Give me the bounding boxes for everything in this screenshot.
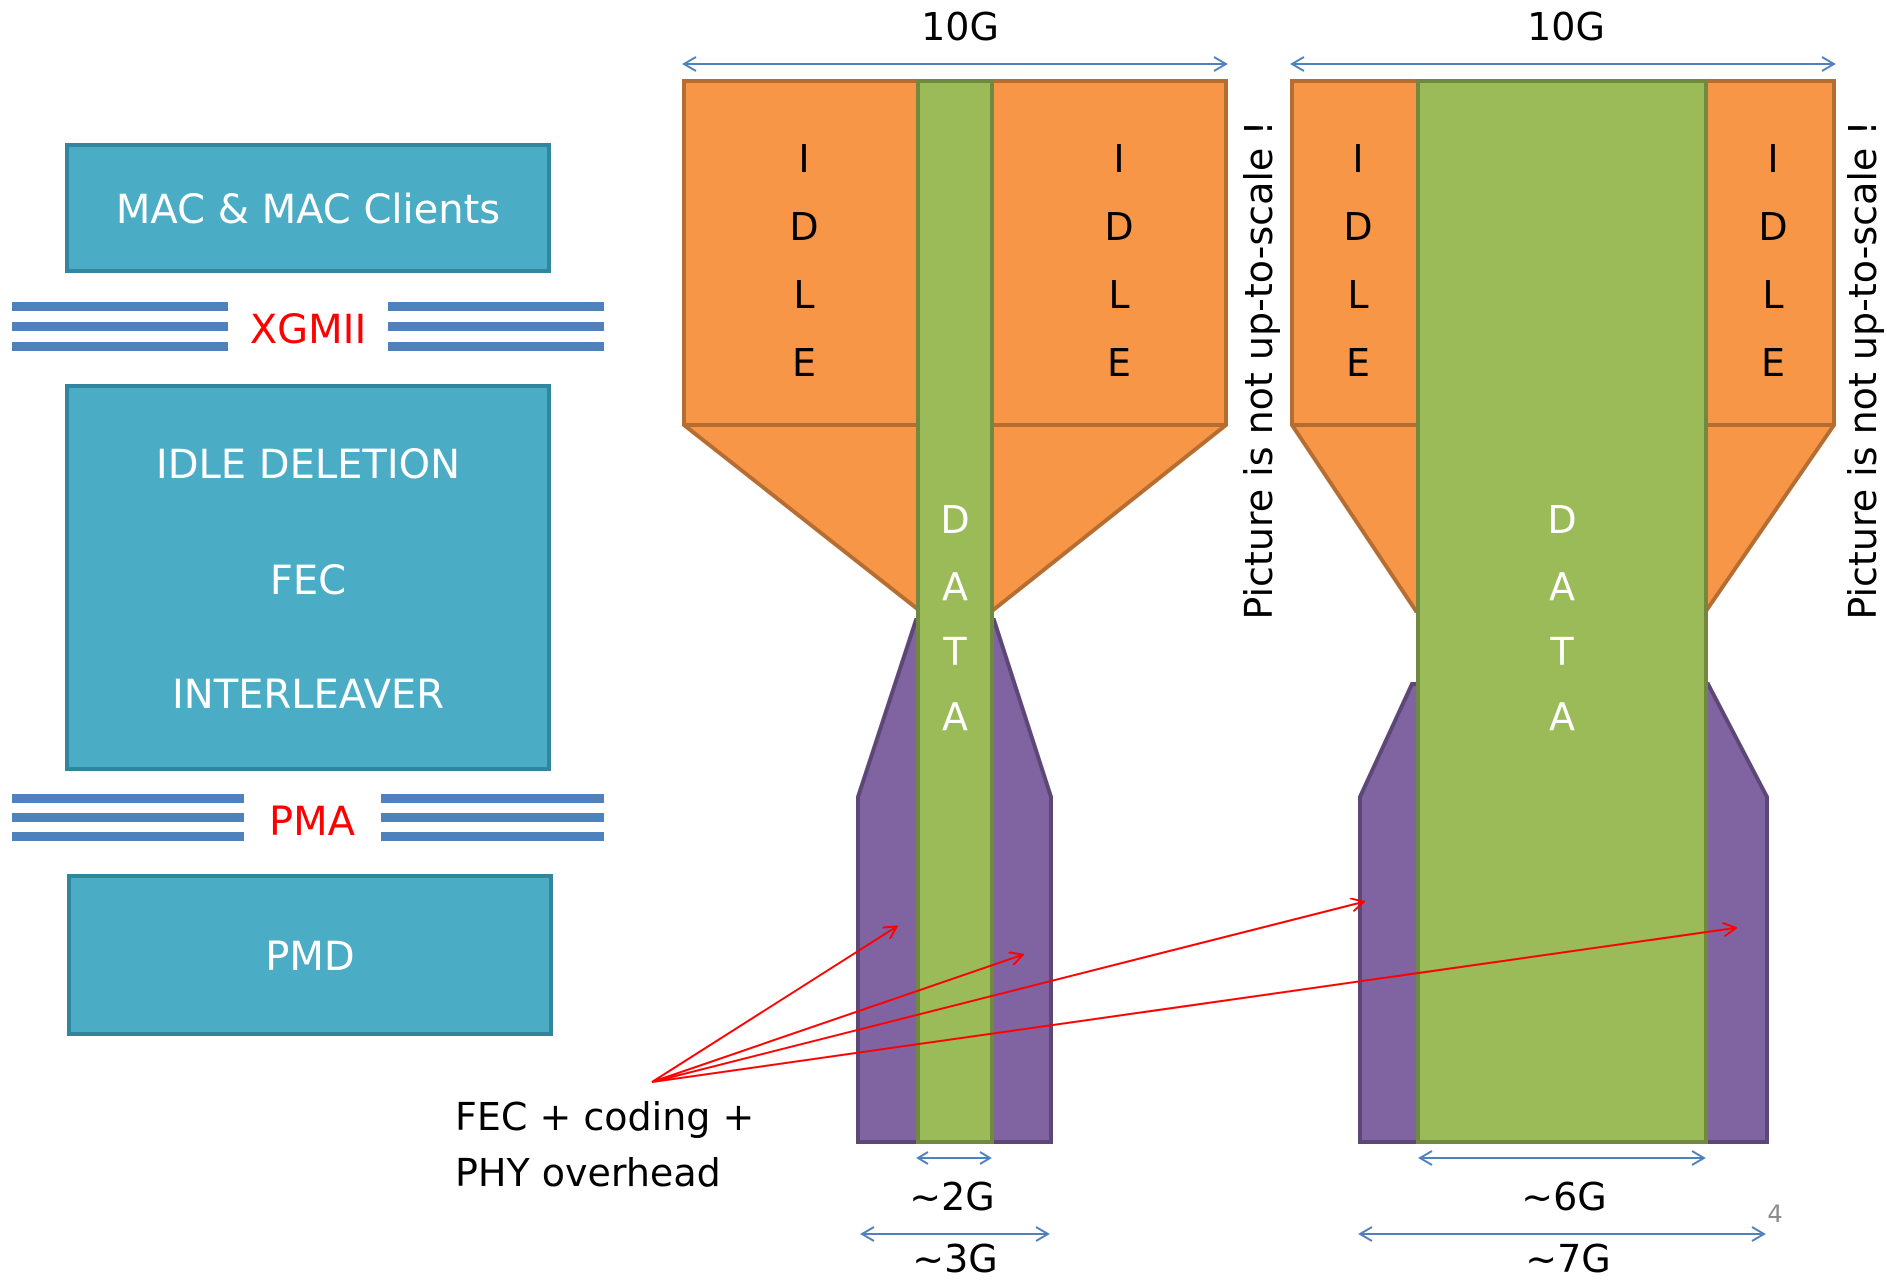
right-idle-left-e: E — [1346, 341, 1370, 385]
left-idle-right-d: D — [1104, 205, 1133, 249]
left-top-rate-label: 10G — [921, 5, 999, 49]
left-idle-left-e: E — [792, 341, 816, 385]
pointer-arrow-2 — [651, 955, 1022, 1083]
right-idle-left-l: L — [1347, 273, 1368, 317]
left-idle-left-l: L — [793, 273, 814, 317]
right-data-d: D — [1547, 498, 1576, 542]
xgmii-label: XGMII — [250, 307, 367, 353]
left-line-rate-label: ~3G — [912, 1237, 997, 1281]
pmd-label: PMD — [265, 934, 354, 980]
left-idle-right-l: L — [1108, 273, 1129, 317]
left-data-t: T — [942, 630, 967, 674]
right-line-rate-label: ~7G — [1525, 1237, 1610, 1281]
left-data-bar — [916, 79, 994, 1144]
pointer-arrow-3 — [651, 902, 1363, 1083]
right-data-a2: A — [1549, 695, 1575, 739]
right-data-bar — [1416, 79, 1708, 1144]
pointer-arrow-4 — [651, 928, 1735, 1083]
mac-label: MAC & MAC Clients — [116, 187, 500, 233]
page-number: 4 — [1767, 1200, 1782, 1228]
left-idle-right-e: E — [1107, 341, 1131, 385]
pmd-box — [67, 874, 553, 1036]
pointer-arrow-1 — [651, 927, 896, 1083]
left-idle-left-d: D — [789, 205, 818, 249]
idle-deletion-label: IDLE DELETION — [156, 442, 460, 488]
pma-bus: PMA — [12, 794, 604, 845]
interleaver-label: INTERLEAVER — [172, 672, 444, 718]
left-data-d: D — [940, 498, 969, 542]
right-idle-right-l: L — [1762, 273, 1783, 317]
mac-box — [65, 143, 551, 273]
left-idle-left-i: I — [798, 137, 809, 181]
left-data-rate-label: ~2G — [909, 1175, 994, 1219]
right-idle-right-i: I — [1767, 137, 1778, 181]
processing-box — [65, 384, 551, 771]
xgmii-bus: XGMII — [12, 302, 604, 353]
left-funnel: 10G I D L E I D L E D A T A Picture is n… — [682, 5, 1281, 1281]
overhead-label-line2: PHY overhead — [455, 1151, 721, 1195]
right-idle-right-d: D — [1758, 205, 1787, 249]
left-data-a2: A — [942, 695, 968, 739]
right-data-a1: A — [1549, 565, 1575, 609]
overhead-label-line1: FEC + coding + — [455, 1095, 754, 1139]
protocol-stack: MAC & MAC Clients XGMII IDLE DELETION FE… — [12, 143, 604, 1036]
right-scale-note: Picture is not up-to-scale ! — [1841, 120, 1885, 619]
left-idle-right-i: I — [1113, 137, 1124, 181]
fec-label: FEC — [270, 558, 346, 604]
right-idle-right-e: E — [1761, 341, 1785, 385]
left-data-a1: A — [942, 565, 968, 609]
left-scale-note: Picture is not up-to-scale ! — [1237, 120, 1281, 619]
right-data-t: T — [1549, 630, 1574, 674]
right-funnel: 10G I D L E I D L E D A T A Picture is n… — [1290, 5, 1885, 1281]
overhead-pointer-arrows — [651, 902, 1735, 1083]
pma-label: PMA — [269, 799, 356, 845]
right-idle-left-d: D — [1343, 205, 1372, 249]
right-data-rate-label: ~6G — [1521, 1175, 1606, 1219]
right-top-rate-label: 10G — [1527, 5, 1605, 49]
right-idle-left-i: I — [1352, 137, 1363, 181]
